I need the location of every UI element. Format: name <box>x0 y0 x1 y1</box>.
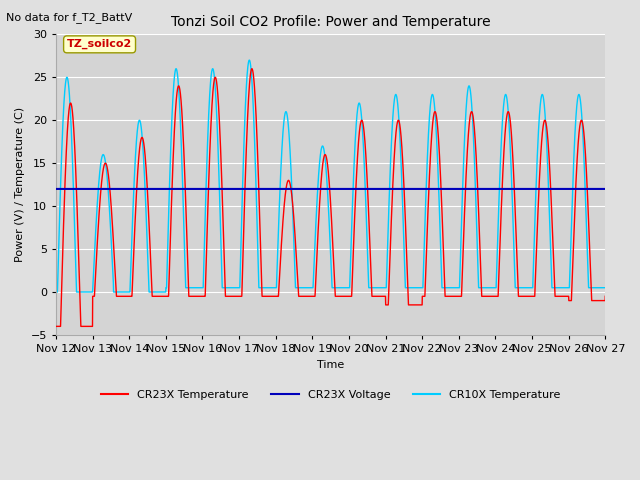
Title: Tonzi Soil CO2 Profile: Power and Temperature: Tonzi Soil CO2 Profile: Power and Temper… <box>171 15 490 29</box>
Text: TZ_soilco2: TZ_soilco2 <box>67 39 132 49</box>
X-axis label: Time: Time <box>317 360 344 370</box>
Text: No data for f_T2_BattV: No data for f_T2_BattV <box>6 12 132 23</box>
Legend: CR23X Temperature, CR23X Voltage, CR10X Temperature: CR23X Temperature, CR23X Voltage, CR10X … <box>96 385 565 405</box>
Y-axis label: Power (V) / Temperature (C): Power (V) / Temperature (C) <box>15 107 25 262</box>
